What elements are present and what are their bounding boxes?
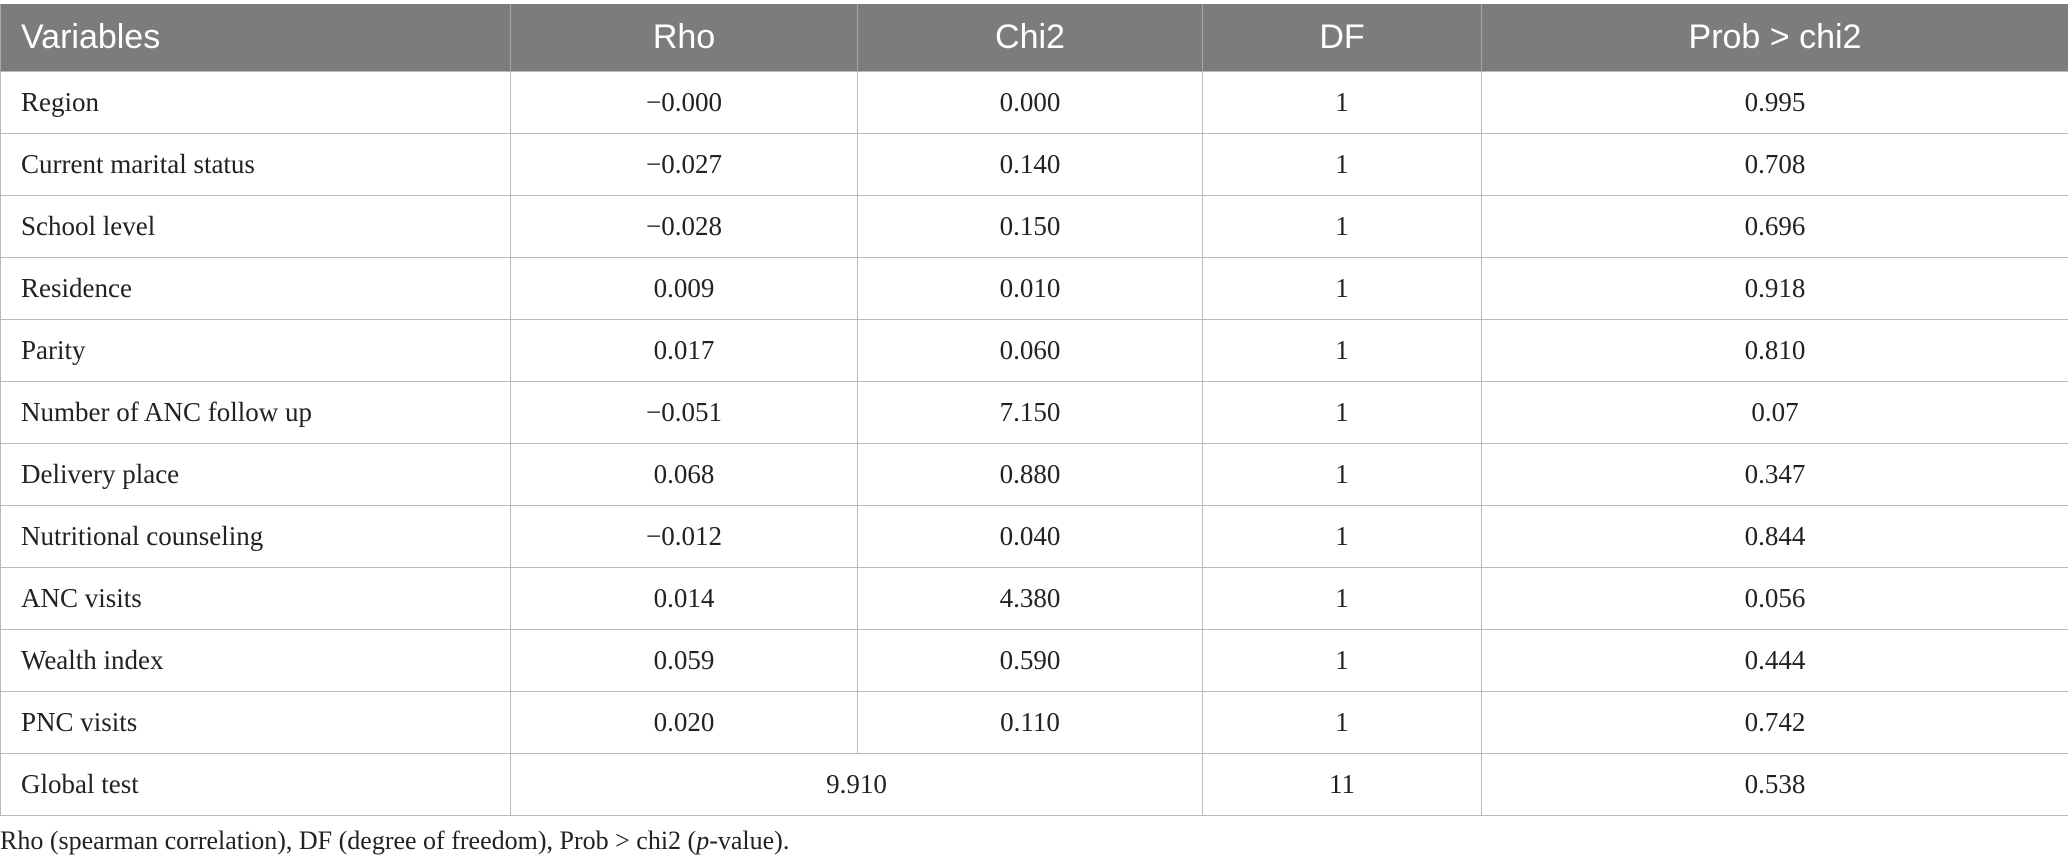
cell-chi2: 0.140: [857, 133, 1203, 196]
table-header: Variables Rho Chi2 DF Prob > chi2: [0, 4, 2068, 72]
cell-global-prob: 0.538: [1481, 753, 2068, 816]
cell-rho: 0.059: [510, 629, 858, 692]
cell-df: 1: [1202, 567, 1482, 630]
cell-df: 1: [1202, 319, 1482, 382]
cell-chi2: 7.150: [857, 381, 1203, 444]
global-test-row: Global test 9.910 11 0.538: [0, 753, 2068, 816]
cell-df: 1: [1202, 71, 1482, 134]
cell-variable: ANC visits: [0, 567, 511, 630]
cell-prob: 0.708: [1481, 133, 2068, 196]
cell-df: 1: [1202, 133, 1482, 196]
cell-variable: Number of ANC follow up: [0, 381, 511, 444]
cell-df: 1: [1202, 505, 1482, 568]
cell-rho: 0.014: [510, 567, 858, 630]
cell-global-chi2: 9.910: [510, 753, 1203, 816]
cell-rho: 0.017: [510, 319, 858, 382]
cell-chi2: 0.010: [857, 257, 1203, 320]
results-table: Variables Rho Chi2 DF Prob > chi2 Region…: [0, 4, 2068, 816]
header-variables: Variables: [0, 4, 511, 72]
cell-chi2: 4.380: [857, 567, 1203, 630]
table-body: Region −0.000 0.000 1 0.995 Current mari…: [0, 71, 2068, 816]
cell-rho: −0.012: [510, 505, 858, 568]
cell-df: 1: [1202, 629, 1482, 692]
table-row: Region −0.000 0.000 1 0.995: [0, 71, 2068, 134]
cell-df: 1: [1202, 257, 1482, 320]
cell-variable: Nutritional counseling: [0, 505, 511, 568]
cell-rho: 0.020: [510, 691, 858, 754]
cell-chi2: 0.040: [857, 505, 1203, 568]
footnote-text-before: Rho (spearman correlation), DF (degree o…: [0, 826, 697, 855]
cell-variable: Region: [0, 71, 511, 134]
table-row: Number of ANC follow up −0.051 7.150 1 0…: [0, 381, 2068, 444]
cell-variable: PNC visits: [0, 691, 511, 754]
cell-df: 1: [1202, 443, 1482, 506]
cell-chi2: 0.110: [857, 691, 1203, 754]
cell-prob: 0.742: [1481, 691, 2068, 754]
header-prob: Prob > chi2: [1481, 4, 2068, 72]
header-chi2: Chi2: [857, 4, 1203, 72]
cell-df: 1: [1202, 195, 1482, 258]
header-row: Variables Rho Chi2 DF Prob > chi2: [0, 4, 2068, 72]
cell-chi2: 0.150: [857, 195, 1203, 258]
table-row: ANC visits 0.014 4.380 1 0.056: [0, 567, 2068, 630]
table-footnote: Rho (spearman correlation), DF (degree o…: [0, 826, 789, 856]
cell-variable: Global test: [0, 753, 511, 816]
cell-prob: 0.844: [1481, 505, 2068, 568]
table-row: Residence 0.009 0.010 1 0.918: [0, 257, 2068, 320]
cell-variable: Parity: [0, 319, 511, 382]
footnote-p-italic: p: [696, 826, 710, 855]
cell-df: 1: [1202, 691, 1482, 754]
cell-variable: Current marital status: [0, 133, 511, 196]
table-row: School level −0.028 0.150 1 0.696: [0, 195, 2068, 258]
cell-prob: 0.347: [1481, 443, 2068, 506]
cell-prob: 0.995: [1481, 71, 2068, 134]
table-row: Current marital status −0.027 0.140 1 0.…: [0, 133, 2068, 196]
table-row: Wealth index 0.059 0.590 1 0.444: [0, 629, 2068, 692]
table-row: Delivery place 0.068 0.880 1 0.347: [0, 443, 2068, 506]
cell-prob: 0.696: [1481, 195, 2068, 258]
cell-variable: Delivery place: [0, 443, 511, 506]
footnote-text-after: -value).: [709, 826, 790, 855]
table-row: Nutritional counseling −0.012 0.040 1 0.…: [0, 505, 2068, 568]
cell-chi2: 0.060: [857, 319, 1203, 382]
cell-rho: 0.068: [510, 443, 858, 506]
cell-variable: Residence: [0, 257, 511, 320]
cell-rho: −0.051: [510, 381, 858, 444]
table-row: PNC visits 0.020 0.110 1 0.742: [0, 691, 2068, 754]
cell-prob: 0.056: [1481, 567, 2068, 630]
cell-chi2: 0.880: [857, 443, 1203, 506]
cell-rho: −0.028: [510, 195, 858, 258]
cell-df: 1: [1202, 381, 1482, 444]
cell-chi2: 0.590: [857, 629, 1203, 692]
results-table-container: Variables Rho Chi2 DF Prob > chi2 Region…: [0, 4, 2068, 816]
cell-prob: 0.07: [1481, 381, 2068, 444]
cell-rho: −0.027: [510, 133, 858, 196]
cell-rho: 0.009: [510, 257, 858, 320]
cell-prob: 0.918: [1481, 257, 2068, 320]
cell-prob: 0.810: [1481, 319, 2068, 382]
cell-prob: 0.444: [1481, 629, 2068, 692]
header-rho: Rho: [510, 4, 858, 72]
cell-variable: School level: [0, 195, 511, 258]
cell-chi2: 0.000: [857, 71, 1203, 134]
table-row: Parity 0.017 0.060 1 0.810: [0, 319, 2068, 382]
cell-global-df: 11: [1202, 753, 1482, 816]
cell-variable: Wealth index: [0, 629, 511, 692]
header-df: DF: [1202, 4, 1482, 72]
cell-rho: −0.000: [510, 71, 858, 134]
